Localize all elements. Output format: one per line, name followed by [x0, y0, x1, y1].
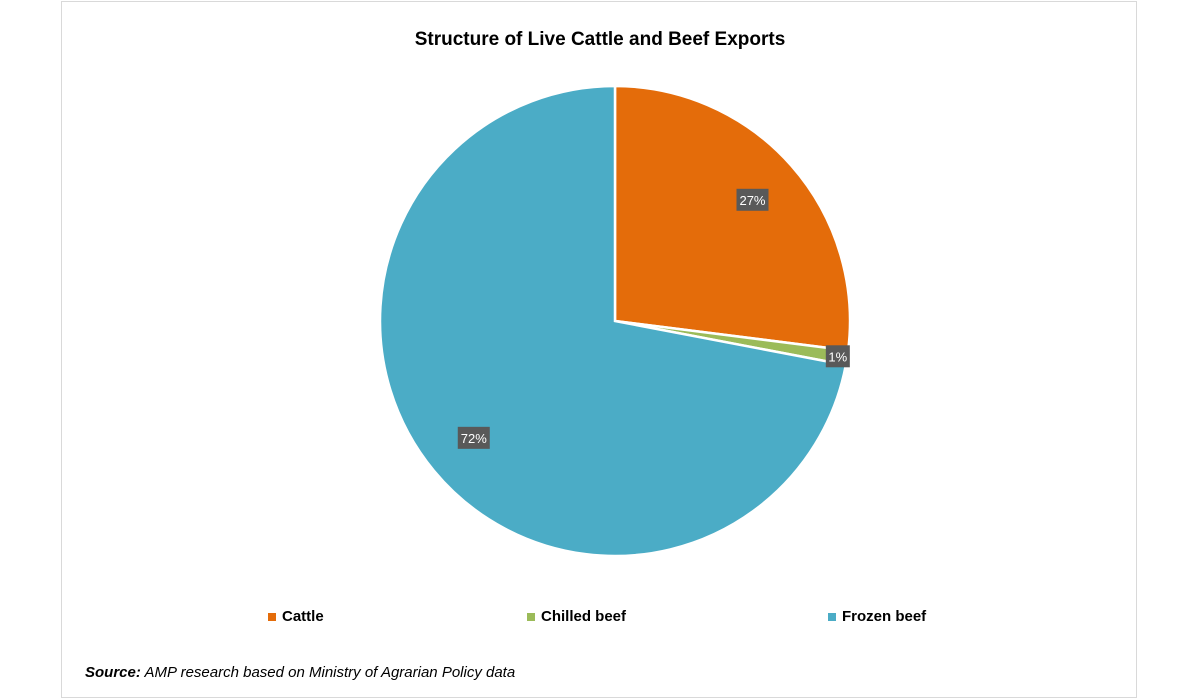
legend-label-chilled-beef: Chilled beef [541, 608, 627, 625]
data-label-frozen-beef: 72% [457, 426, 490, 449]
data-label-text-frozen-beef: 72% [461, 431, 487, 446]
legend-label-frozen-beef: Frozen beef [842, 608, 927, 625]
source-label: Source: [85, 664, 141, 681]
legend-item-cattle: Cattle [268, 608, 324, 625]
data-label-chilled-beef: 1% [825, 345, 850, 368]
legend-swatch-chilled-beef [527, 612, 535, 621]
legend-swatch-cattle [268, 612, 276, 621]
data-label-box-frozen-beef [457, 426, 490, 449]
legend-swatch-frozen-beef [828, 612, 836, 621]
data-label-cattle: 27% [736, 188, 769, 211]
legend-item-frozen-beef: Frozen beef [828, 608, 926, 625]
data-label-box-cattle [736, 188, 769, 211]
data-label-box-chilled-beef [825, 345, 850, 368]
pie-slice-cattle [613, 84, 852, 352]
data-label-text-cattle: 27% [739, 193, 765, 208]
legend-label-cattle: Cattle [282, 608, 324, 625]
data-label-text-chilled-beef: 1% [828, 349, 847, 364]
chart-title: Structure of Live Cattle and Beef Export… [414, 29, 786, 50]
legend-item-chilled-beef: Chilled beef [527, 608, 626, 625]
legend: Cattle Chilled beef Frozen beef [0, 608, 1200, 628]
source-note: Source: AMP research based on Ministry o… [85, 664, 515, 681]
pie-slice-frozen-beef [378, 84, 848, 558]
source-text: AMP research based on Ministry of Agrari… [140, 664, 516, 681]
